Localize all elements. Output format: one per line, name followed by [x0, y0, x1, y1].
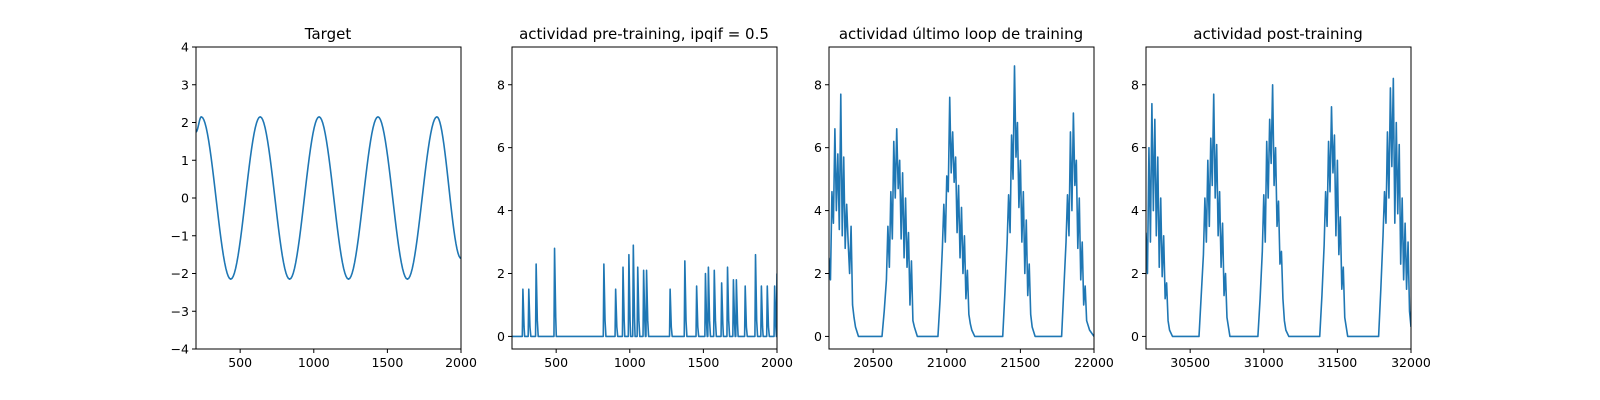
x-axis-ticks: 500 1000 1500 2000	[228, 349, 477, 370]
x-tick-label: 20500	[853, 355, 893, 370]
x-tick-label: 1500	[371, 355, 403, 370]
x-tick-label: 22000	[1074, 355, 1114, 370]
series-container	[196, 116, 461, 280]
x-tick-label: 500	[228, 355, 252, 370]
y-tick-label: 4	[814, 203, 822, 218]
series-line	[829, 65, 1094, 338]
y-tick-label: 8	[497, 77, 505, 92]
x-tick-label: 2000	[445, 355, 477, 370]
y-tick-label: 6	[814, 140, 822, 155]
y-tick-label: 2	[181, 115, 189, 130]
chart-title: Target	[304, 25, 352, 43]
series-container	[512, 244, 777, 338]
chart-title: actividad pre-training, ipqif = 0.5	[519, 25, 769, 43]
y-tick-label: 6	[1131, 140, 1139, 155]
series-line	[1146, 77, 1411, 338]
y-tick-label: 0	[814, 329, 822, 344]
axes-frame	[828, 46, 1095, 350]
x-tick-label: 30500	[1170, 355, 1210, 370]
y-tick-label: 4	[1131, 203, 1139, 218]
y-axis-ticks: −4 −3 −2 −1 0 1 2 3 4	[171, 40, 196, 357]
x-axis-ticks: 20500 21000 21500 22000	[853, 349, 1114, 370]
chart-panel-pre-training: actividad pre-training, ipqif = 0.5 0 2 4 6…	[497, 25, 793, 370]
series-container	[1146, 77, 1411, 338]
x-tick-label: 21500	[1001, 355, 1041, 370]
chart-panel-target: Target −4 −3 −2 −1 0 1 2 3 4 500 1000 1500 2000	[171, 25, 477, 370]
axes-frame	[1145, 46, 1412, 350]
axes-frame	[511, 46, 778, 350]
x-tick-label: 1500	[687, 355, 719, 370]
y-tick-label: −2	[171, 266, 189, 281]
y-tick-label: −1	[171, 228, 189, 243]
y-tick-label: 8	[814, 77, 822, 92]
y-tick-label: 6	[497, 140, 505, 155]
y-tick-label: −4	[171, 342, 189, 357]
y-tick-label: 4	[181, 40, 189, 55]
x-axis-ticks: 30500 31000 31500 32000	[1170, 349, 1431, 370]
chart-panel-post-training: actividad post-training 0 2 4 6 8 30500 31000…	[1131, 25, 1431, 370]
x-tick-label: 32000	[1391, 355, 1431, 370]
x-tick-label: 1000	[298, 355, 330, 370]
x-tick-label: 500	[544, 355, 568, 370]
axes-frame	[195, 46, 462, 350]
x-tick-label: 1000	[614, 355, 646, 370]
chart-title: actividad último loop de training	[839, 25, 1083, 43]
y-tick-label: −3	[171, 304, 189, 319]
y-tick-label: 2	[814, 266, 822, 281]
series-line	[196, 116, 461, 280]
y-axis-ticks: 0 2 4 6 8	[814, 77, 829, 344]
series-line	[512, 244, 777, 338]
x-axis-ticks: 500 1000 1500 2000	[544, 349, 793, 370]
chart-panel-last-training-loop: actividad último loop de training 02468 …	[814, 25, 1114, 370]
y-axis-ticks: 0 2 4 6 8	[1131, 77, 1146, 344]
y-tick-label: 0	[181, 191, 189, 206]
y-tick-label: 0	[1131, 329, 1139, 344]
chart-title: actividad post-training	[1193, 25, 1362, 43]
series-container	[829, 65, 1094, 338]
y-tick-label: 3	[181, 77, 189, 92]
x-tick-label: 2000	[761, 355, 793, 370]
y-tick-label: 2	[497, 266, 505, 281]
x-tick-label: 31000	[1244, 355, 1284, 370]
x-tick-label: 31500	[1318, 355, 1358, 370]
y-tick-label: 8	[1131, 77, 1139, 92]
x-tick-label: 21000	[927, 355, 967, 370]
y-tick-label: 2	[1131, 266, 1139, 281]
y-tick-label: 0	[497, 329, 505, 344]
y-tick-label: 1	[181, 153, 189, 168]
y-axis-ticks: 0 2 4 6 8	[497, 77, 512, 344]
y-tick-label: 4	[497, 203, 505, 218]
